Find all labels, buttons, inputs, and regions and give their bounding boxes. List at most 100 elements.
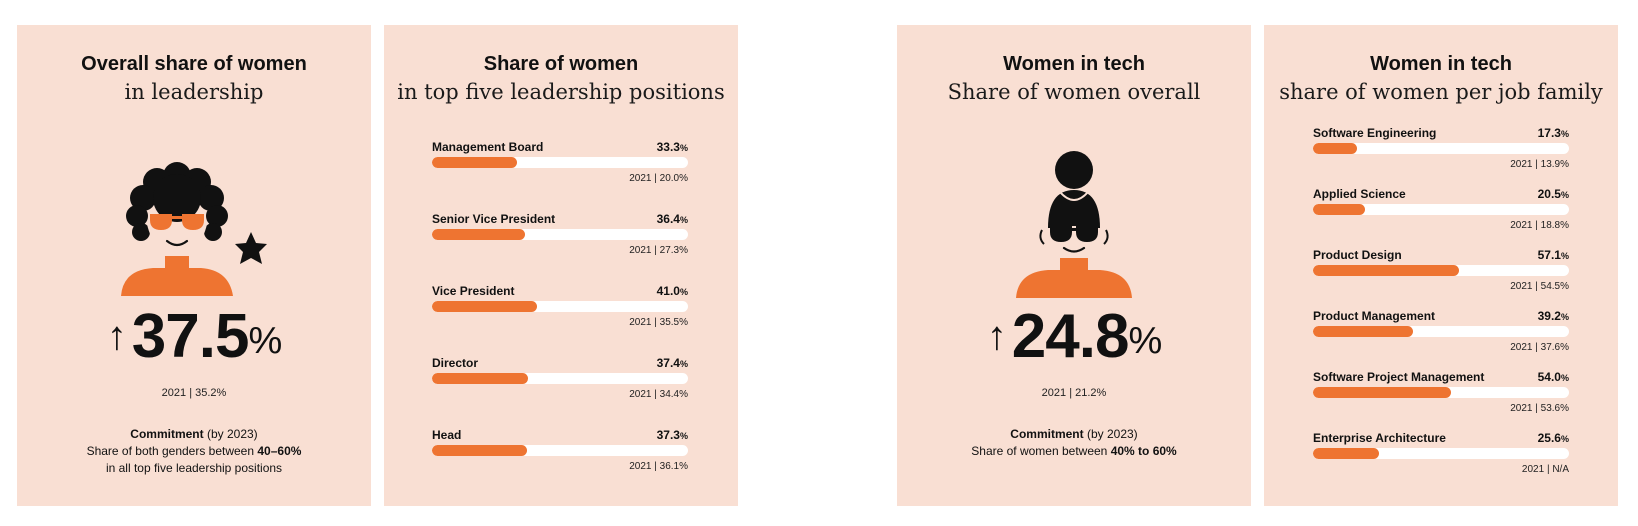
bar-previous-value: 2021 | 53.6% — [1510, 403, 1569, 414]
bar-row: Software Project Management 54.0% 2021 | 5… — [1313, 370, 1569, 426]
bar-previous-value: 2021 | 13.9% — [1510, 159, 1569, 170]
up-arrow-icon: ↑ — [106, 314, 127, 358]
panel-title: Women in tech — [1003, 53, 1145, 75]
bar-value-unit: % — [679, 287, 688, 297]
kpi-previous: 2021 | 21.2% — [1041, 387, 1107, 399]
bar-previous-value: 2021 | 27.3% — [629, 245, 688, 256]
bar-previous-value: 2021 | 18.8% — [1510, 220, 1569, 231]
commitment-note: Commitment (by 2023) Share of both gende… — [17, 426, 371, 477]
bar-value-unit: % — [1560, 373, 1569, 383]
bar-track — [432, 157, 688, 168]
bar-row: Software Engineering 17.3% 2021 | 13.9% — [1313, 126, 1569, 182]
bar — [432, 301, 537, 312]
tech-job-family-panel: Women in tech share of women per job fam… — [1264, 25, 1618, 506]
bar-row: Management Board 33.3% 2021 | 20.0% — [432, 140, 688, 196]
bar-previous-value: 2021 | 35.5% — [629, 317, 688, 328]
bar-track — [1313, 204, 1569, 215]
leadership-overall-panel: Overall share of women in leadership ↑37… — [17, 25, 371, 506]
bar-previous-value: 2021 | 20.0% — [629, 173, 688, 184]
bar-label: Applied Science — [1313, 187, 1406, 201]
bar-track — [432, 229, 688, 240]
panel-title: Women in tech — [1370, 53, 1512, 75]
commitment-heading: Commitment — [1010, 427, 1084, 441]
bar-label: Head — [432, 428, 462, 442]
bar-row: Product Management 39.2% 2021 | 37.6% — [1313, 309, 1569, 365]
bar-previous-value: 2021 | 36.1% — [629, 461, 688, 472]
bar-track — [432, 373, 688, 384]
commitment-range: 40% to 60% — [1110, 444, 1177, 458]
bar-value-unit: % — [1560, 434, 1569, 444]
bar-value-label: 41.0% — [657, 284, 688, 298]
bar-value-label: 36.4% — [657, 212, 688, 226]
bar-value-label: 37.4% — [657, 356, 688, 370]
bar-value-label: 37.3% — [657, 428, 688, 442]
bar-previous-value: 2021 | 54.5% — [1510, 281, 1569, 292]
bar-previous-value: 2021 | N/A — [1521, 464, 1569, 475]
bar-value-unit: % — [679, 359, 688, 369]
woman-curly-hair-star-icon — [121, 162, 267, 296]
bar-previous-value: 2021 | 34.4% — [629, 389, 688, 400]
tech-overall-panel: Women in tech Share of women overall ↑24… — [897, 25, 1251, 506]
bar-track — [1313, 143, 1569, 154]
commitment-note: Commitment (by 2023) Share of women betw… — [897, 426, 1251, 460]
commitment-range: 40–60% — [257, 444, 302, 458]
bar-row: Head 37.3% 2021 | 36.1% — [432, 428, 688, 484]
bar-track — [1313, 448, 1569, 459]
bar-value-number: 57.1 — [1537, 248, 1561, 262]
commitment-by: (by 2023) — [1086, 427, 1138, 441]
bar-value-number: 36.4 — [656, 212, 680, 226]
bar-track — [1313, 326, 1569, 337]
panel-subtitle: share of women per job family — [1279, 80, 1603, 104]
kpi-previous: 2021 | 35.2% — [161, 387, 227, 399]
bar-value-unit: % — [679, 143, 688, 153]
commitment-line2: in all top five leadership positions — [105, 461, 283, 475]
bar — [432, 229, 526, 240]
bar-label: Product Design — [1313, 248, 1402, 262]
bar — [1313, 387, 1452, 398]
bar-track — [1313, 387, 1569, 398]
bar-value-number: 37.4 — [656, 356, 680, 370]
bar-value-label: 33.3% — [657, 140, 688, 154]
bar — [1313, 204, 1366, 215]
bar-label: Enterprise Architecture — [1313, 431, 1446, 445]
bar-value-label: 54.0% — [1538, 370, 1569, 384]
bar-label: Senior Vice President — [432, 212, 556, 226]
bar-row: Senior Vice President 36.4% 2021 | 27.3% — [432, 212, 688, 268]
bar-value-number: 54.0 — [1537, 370, 1561, 384]
bar-value-unit: % — [1560, 251, 1569, 261]
bar-row: Applied Science 20.5% 2021 | 18.8% — [1313, 187, 1569, 243]
bar-value-number: 33.3 — [656, 140, 680, 154]
bar-value-unit: % — [1560, 312, 1569, 322]
bar-track — [432, 445, 688, 456]
bar-label: Software Engineering — [1313, 126, 1437, 140]
bar-label: Vice President — [432, 284, 515, 298]
kpi-value: ↑37.5% — [17, 305, 371, 372]
bar-previous-value: 2021 | 37.6% — [1510, 342, 1569, 353]
commitment-line1: Share of both genders between — [86, 444, 258, 458]
bar — [1313, 143, 1358, 154]
bar-label: Software Project Management — [1313, 370, 1485, 384]
up-arrow-icon: ↑ — [986, 314, 1007, 358]
bar-value-unit: % — [1560, 190, 1569, 200]
bar-value-number: 17.3 — [1537, 126, 1561, 140]
bar-row: Enterprise Architecture 25.6% 2021 | N/A — [1313, 431, 1569, 487]
bar-value-label: 17.3% — [1538, 126, 1569, 140]
panel-subtitle: in top five leadership positions — [397, 80, 725, 104]
bar-value-unit: % — [679, 431, 688, 441]
bar — [432, 373, 528, 384]
bar — [1313, 265, 1460, 276]
kpi-unit: % — [1128, 320, 1162, 362]
commitment-by: (by 2023) — [206, 427, 258, 441]
bar-value-number: 39.2 — [1537, 309, 1561, 323]
panel-title: Overall share of women — [81, 53, 307, 75]
bar-track — [432, 301, 688, 312]
bar-track — [1313, 265, 1569, 276]
panel-title: Share of women — [483, 53, 639, 75]
kpi-number: 37.5 — [131, 302, 250, 371]
kpi-number: 24.8 — [1011, 302, 1130, 371]
bar-row: Product Design 57.1% 2021 | 54.5% — [1313, 248, 1569, 304]
bar-value-number: 25.6 — [1537, 431, 1561, 445]
bar-row: Director 37.4% 2021 | 34.4% — [432, 356, 688, 412]
bar — [432, 157, 518, 168]
bar-value-label: 39.2% — [1538, 309, 1569, 323]
